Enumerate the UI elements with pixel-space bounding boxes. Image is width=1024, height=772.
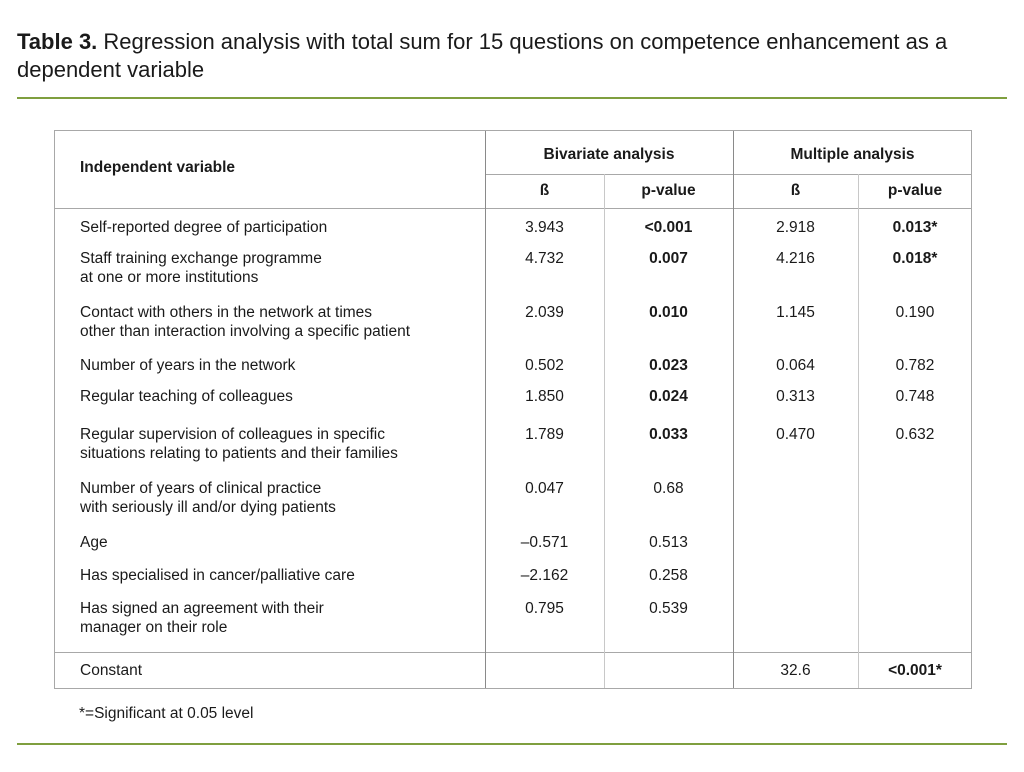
row-label: Age [80,534,108,551]
row-label: Regular teaching of colleagues [80,388,293,405]
bivariate-pvalue: 0.024 [649,388,688,405]
multiple-beta: 0.470 [776,426,815,443]
bivariate-beta: 0.795 [525,600,564,617]
bivariate-pvalue: 0.258 [649,567,688,584]
row-label: Contact with others in the network at ti… [80,304,373,321]
top-rule [17,97,1007,99]
header-divider [485,174,972,175]
table-title: Table 3. Regression analysis with total … [17,28,1007,84]
bivariate-pvalue: 0.023 [649,357,688,374]
row-label: Self-reported degree of participation [80,219,328,236]
bivariate-beta: 0.502 [525,357,564,374]
table-label: Table 3. [17,29,98,54]
column-divider [604,174,605,688]
multiple-pvalue: 0.190 [895,304,935,321]
multiple-beta: 2.918 [776,219,815,236]
constant-top-line [55,652,971,653]
multiple-beta: 4.216 [776,250,815,267]
column-divider [858,174,859,688]
header-bottom-line [55,208,971,209]
row-label: Number of years in the network [80,357,296,374]
bivariate-beta: 2.039 [525,304,564,321]
header-beta: ß [539,182,550,199]
footnote: *=Significant at 0.05 level [79,705,254,722]
bivariate-beta: –0.571 [520,534,569,551]
row-label: situations relating to patients and thei… [80,445,398,462]
row-label: other than interaction involving a speci… [80,323,411,340]
column-divider [485,131,486,688]
bivariate-pvalue: 0.539 [649,600,688,617]
multiple-pvalue: 0.782 [895,357,935,374]
header-pvalue: p-value [641,182,696,199]
header-multiple: Multiple analysis [790,146,915,163]
row-label: Staff training exchange programme [80,250,322,267]
multiple-pvalue: 0.748 [895,388,935,405]
bivariate-pvalue: 0.007 [649,250,688,267]
header-bivariate: Bivariate analysis [543,146,675,163]
multiple-pvalue: 0.013* [892,219,938,236]
constant-beta: 32.6 [780,662,811,679]
constant-label: Constant [80,662,143,679]
bivariate-pvalue: 0.68 [653,480,684,497]
header-beta: ß [790,182,801,199]
regression-table: Independent variable Bivariate analysis Mu… [54,130,972,689]
row-label: Has signed an agreement with their [80,600,324,617]
bivariate-pvalue: <0.001 [644,219,693,236]
header-independent-variable: Independent variable [80,159,236,176]
row-label: Regular supervision of colleagues in spe… [80,426,385,443]
row-label: at one or more institutions [80,269,259,286]
column-divider [733,131,734,688]
bivariate-beta: 1.789 [525,426,564,443]
bivariate-beta: –2.162 [520,567,569,584]
row-label: manager on their role [80,619,228,636]
table-caption: Regression analysis with total sum for 1… [17,29,948,82]
multiple-beta: 1.145 [776,304,815,321]
row-label: Has specialised in cancer/palliative car… [80,567,355,584]
bivariate-beta: 3.943 [525,219,564,236]
bivariate-pvalue: 0.010 [649,304,688,321]
constant-pvalue: <0.001* [888,662,942,679]
bivariate-pvalue: 0.033 [649,426,688,443]
bivariate-beta: 0.047 [525,480,564,497]
multiple-pvalue: 0.632 [895,426,935,443]
bivariate-pvalue: 0.513 [649,534,688,551]
multiple-beta: 0.064 [776,357,815,374]
bivariate-beta: 1.850 [525,388,564,405]
multiple-beta: 0.313 [776,388,815,405]
row-label: Number of years of clinical practice [80,480,322,497]
multiple-pvalue: 0.018* [892,250,938,267]
bivariate-beta: 4.732 [525,250,564,267]
row-label: with seriously ill and/or dying patients [80,499,336,516]
bottom-rule [17,743,1007,745]
header-pvalue: p-value [887,182,943,199]
